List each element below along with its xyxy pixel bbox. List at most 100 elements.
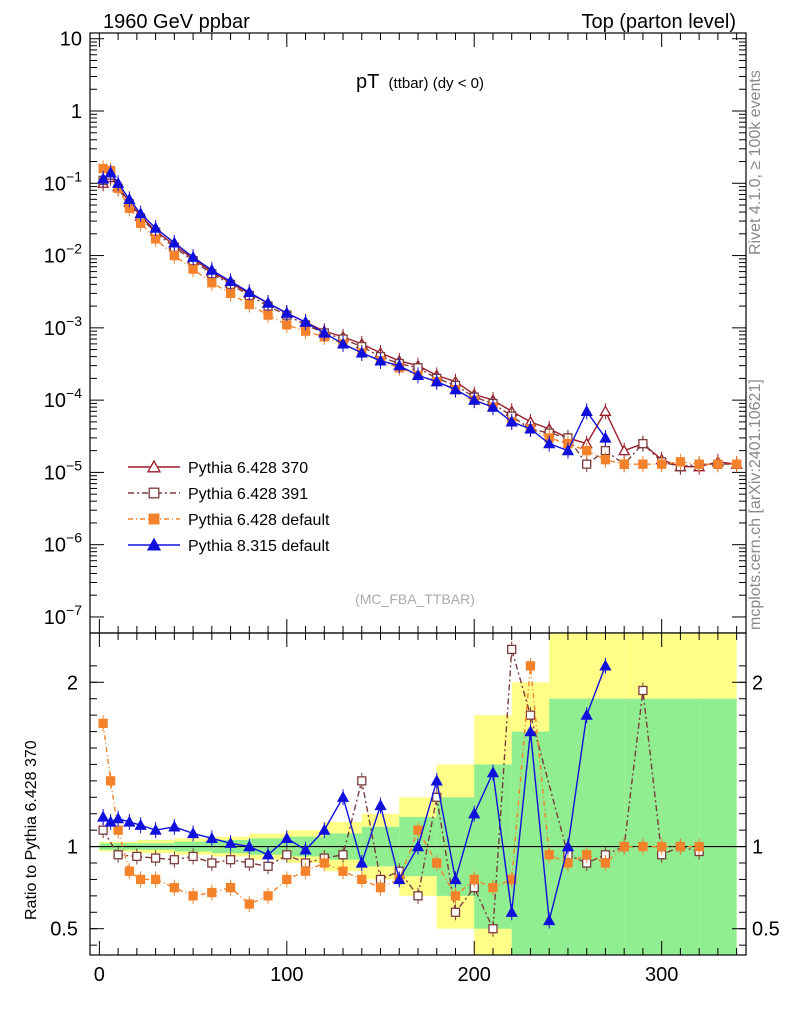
main-y-tick-label-base: 10 [60, 29, 82, 51]
ratio-point-p6_391 [526, 711, 534, 719]
ratio-point-p6_default [283, 875, 291, 883]
main-point-p6_default [152, 235, 160, 243]
main-y-tick-label-base: 1 [71, 101, 82, 123]
main-point-p6_370 [600, 406, 610, 415]
ratio-point-p8_default [169, 822, 179, 831]
ratio-point-p6_default [114, 826, 122, 834]
main-y-tick-label-base: 10 [44, 535, 66, 557]
main-line-p6_391 [103, 175, 737, 467]
ratio-point-p6_391 [339, 851, 347, 859]
ratio-point-p6_391 [227, 856, 235, 864]
ratio-point-p6_391 [245, 859, 253, 867]
ratio-point-p6_default [152, 875, 160, 883]
main-y-tick-label: 10−1 [44, 168, 82, 195]
main-y-tick-label-exponent: −2 [66, 241, 82, 257]
main-point-p6_391 [639, 440, 647, 448]
main-y-tick-label-base: 10 [44, 607, 66, 629]
ratio-point-p6_default [358, 875, 366, 883]
ratio-point-p6_391 [358, 777, 366, 785]
main-y-tick-label: 10−4 [44, 385, 82, 412]
legend-marker-p6_default [149, 514, 159, 524]
main-y-tick-label-exponent: −5 [66, 457, 82, 473]
ratio-point-p6_391 [170, 856, 178, 864]
ratio-point-p6_391 [639, 687, 647, 695]
main-y-tick-label: 10−5 [44, 457, 82, 484]
mcplots-label: mcplots.cern.ch [arXiv:2401.10621] [747, 379, 764, 630]
ratio-band-band_green-segment [699, 699, 736, 955]
ratio-y-tick-label: 1 [67, 837, 78, 859]
ratio-point-p8_default [376, 801, 386, 810]
x-tick-label: 0 [94, 964, 105, 986]
ratio-band-band_green-segment [587, 699, 624, 955]
header-left: 1960 GeV ppbar [103, 11, 250, 33]
main-point-p6_default [676, 458, 684, 466]
ratio-point-p6_default [264, 892, 272, 900]
main-series-p6_391 [99, 167, 741, 475]
ratio-point-p8_default [98, 812, 108, 821]
ratio-point-p6_default [320, 859, 328, 867]
main-y-tick-label-base: 10 [44, 462, 66, 484]
main-point-p6_default [714, 460, 722, 468]
ratio-y-tick-label-right: 0.5 [752, 919, 780, 941]
ratio-point-p6_391 [189, 852, 197, 860]
ratio-point-p6_391 [508, 645, 516, 653]
ratio-point-p6_391 [414, 892, 422, 900]
x-tick-label: 300 [645, 964, 678, 986]
ratio-point-p6_default [377, 884, 385, 892]
main-point-p6_default [227, 289, 235, 297]
ratio-point-p6_default [339, 867, 347, 875]
main-point-p6_default [189, 265, 197, 273]
ratio-point-p6_default [125, 867, 133, 875]
ratio-band-band_green-segment [624, 699, 661, 955]
main-y-tick-label: 10 [60, 29, 82, 51]
main-line-p8_default [103, 173, 605, 451]
main-y-tick-label: 10−2 [44, 241, 82, 268]
header-right: Top (parton level) [581, 11, 736, 33]
ratio-band-band_green-segment [549, 699, 586, 955]
legend-label-p6_default: Pythia 6.428 default [188, 512, 330, 529]
ratio-point-p6_391 [99, 826, 107, 834]
main-series-p6_370 [98, 170, 742, 475]
main-point-p6_370 [619, 446, 629, 455]
main-point-p6_default [583, 447, 591, 455]
ratio-point-p6_default [658, 843, 666, 851]
main-y-tick-label: 1 [71, 101, 82, 123]
main-point-p8_default [600, 433, 610, 442]
main-point-p6_default [639, 460, 647, 468]
legend-label-p8_default: Pythia 8.315 default [188, 538, 330, 555]
ratio-y-tick-label-right: 2 [752, 672, 763, 694]
legend: Pythia 6.428 370Pythia 6.428 391Pythia 6… [128, 460, 330, 555]
ratio-point-p6_default [99, 719, 107, 727]
plot-title-sub: (ttbar) (dy < 0) [389, 75, 484, 92]
ratio-point-p6_default [526, 662, 534, 670]
figure: 1960 GeV ppbar Top (parton level) 10−710… [0, 0, 786, 1024]
ratio-point-p6_default [170, 884, 178, 892]
main-point-p8_default [582, 406, 592, 415]
ratio-point-p6_391 [133, 852, 141, 860]
analysis-tag: (MC_FBA_TTBAR) [355, 591, 475, 607]
ratio-point-p6_default [107, 777, 115, 785]
x-tick-label: 200 [458, 964, 491, 986]
main-y-tick-label: 10−6 [44, 530, 82, 557]
rivet-label: Rivet 4.1.0, ≥ 100k events [747, 70, 764, 255]
ratio-point-p6_391 [152, 854, 160, 862]
legend-label-p6_391: Pythia 6.428 391 [188, 486, 308, 503]
ratio-point-p6_default [208, 889, 216, 897]
main-y-tick-label-exponent: −7 [66, 602, 82, 618]
main-point-p6_default [601, 456, 609, 464]
main-y-tick-label: 10−7 [44, 602, 82, 629]
ratio-band-band_green-segment [662, 699, 699, 955]
ratio-point-p6_391 [451, 908, 459, 916]
legend-marker-p6_391 [149, 488, 159, 498]
ratio-point-p6_default [601, 859, 609, 867]
main-point-p6_default [283, 321, 291, 329]
main-y-tick-label-exponent: −6 [66, 530, 82, 546]
ratio-point-p8_default [338, 792, 348, 801]
main-point-p6_default [620, 460, 628, 468]
ratio-bands [99, 633, 736, 955]
main-y-tick-label-exponent: −1 [66, 168, 82, 184]
main-y-tick-label-base: 10 [44, 246, 66, 268]
ratio-point-p6_default [451, 892, 459, 900]
x-tick-label: 100 [270, 964, 303, 986]
